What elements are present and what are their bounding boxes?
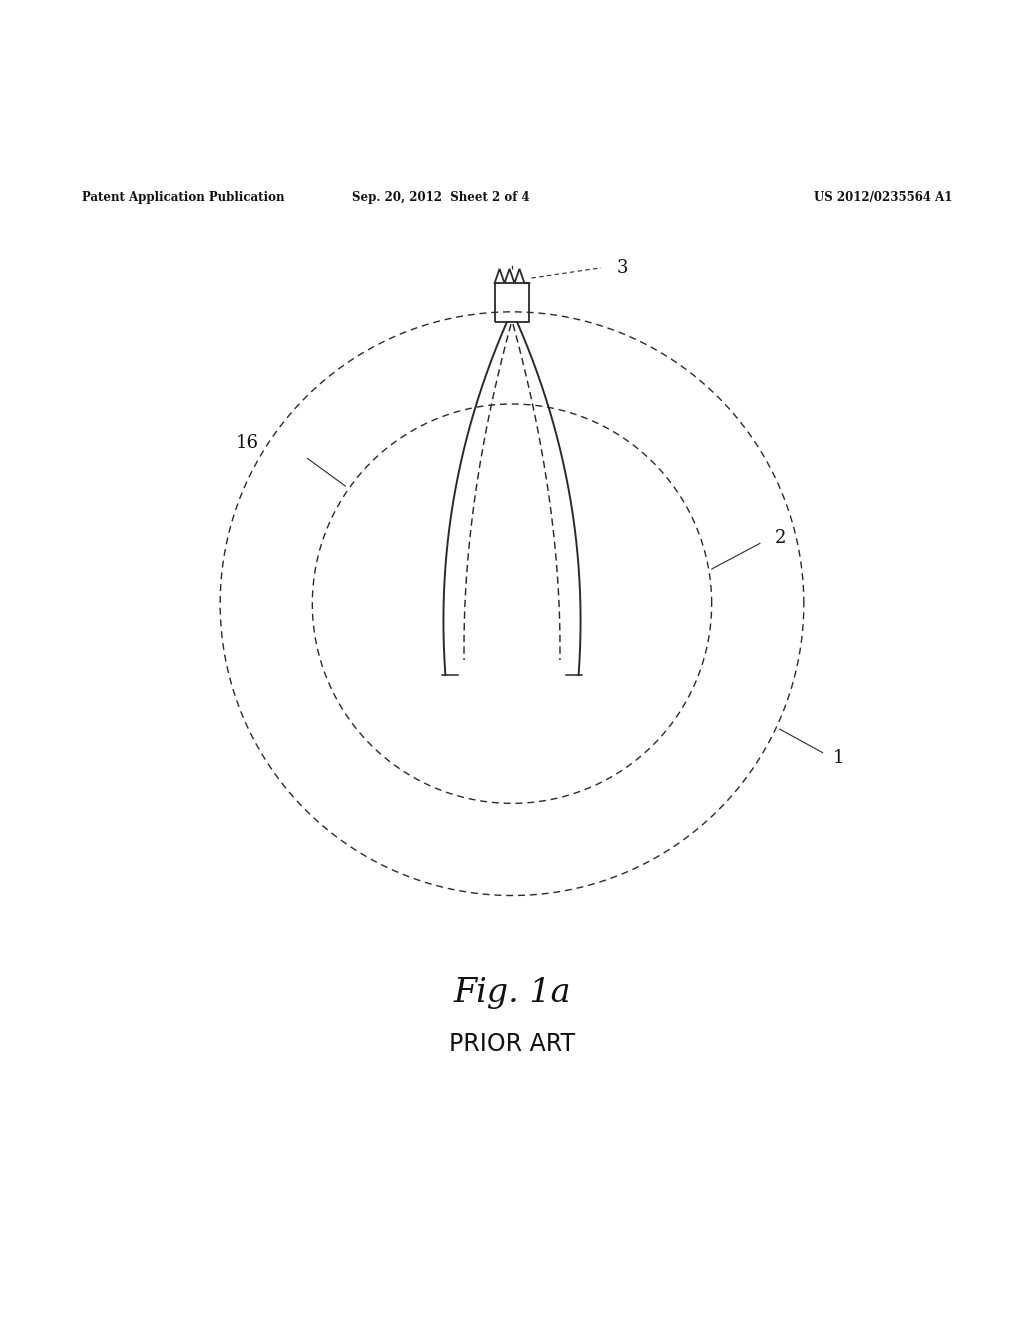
Text: US 2012/0235564 A1: US 2012/0235564 A1 [814,191,952,205]
Text: Patent Application Publication: Patent Application Publication [82,191,285,205]
Text: 1: 1 [833,748,845,767]
Text: 16: 16 [236,434,259,451]
Text: 3: 3 [616,259,628,277]
Text: PRIOR ART: PRIOR ART [449,1032,575,1056]
Text: Fig. 1a: Fig. 1a [454,977,570,1008]
Text: 2: 2 [775,529,786,548]
Text: Sep. 20, 2012  Sheet 2 of 4: Sep. 20, 2012 Sheet 2 of 4 [351,191,529,205]
